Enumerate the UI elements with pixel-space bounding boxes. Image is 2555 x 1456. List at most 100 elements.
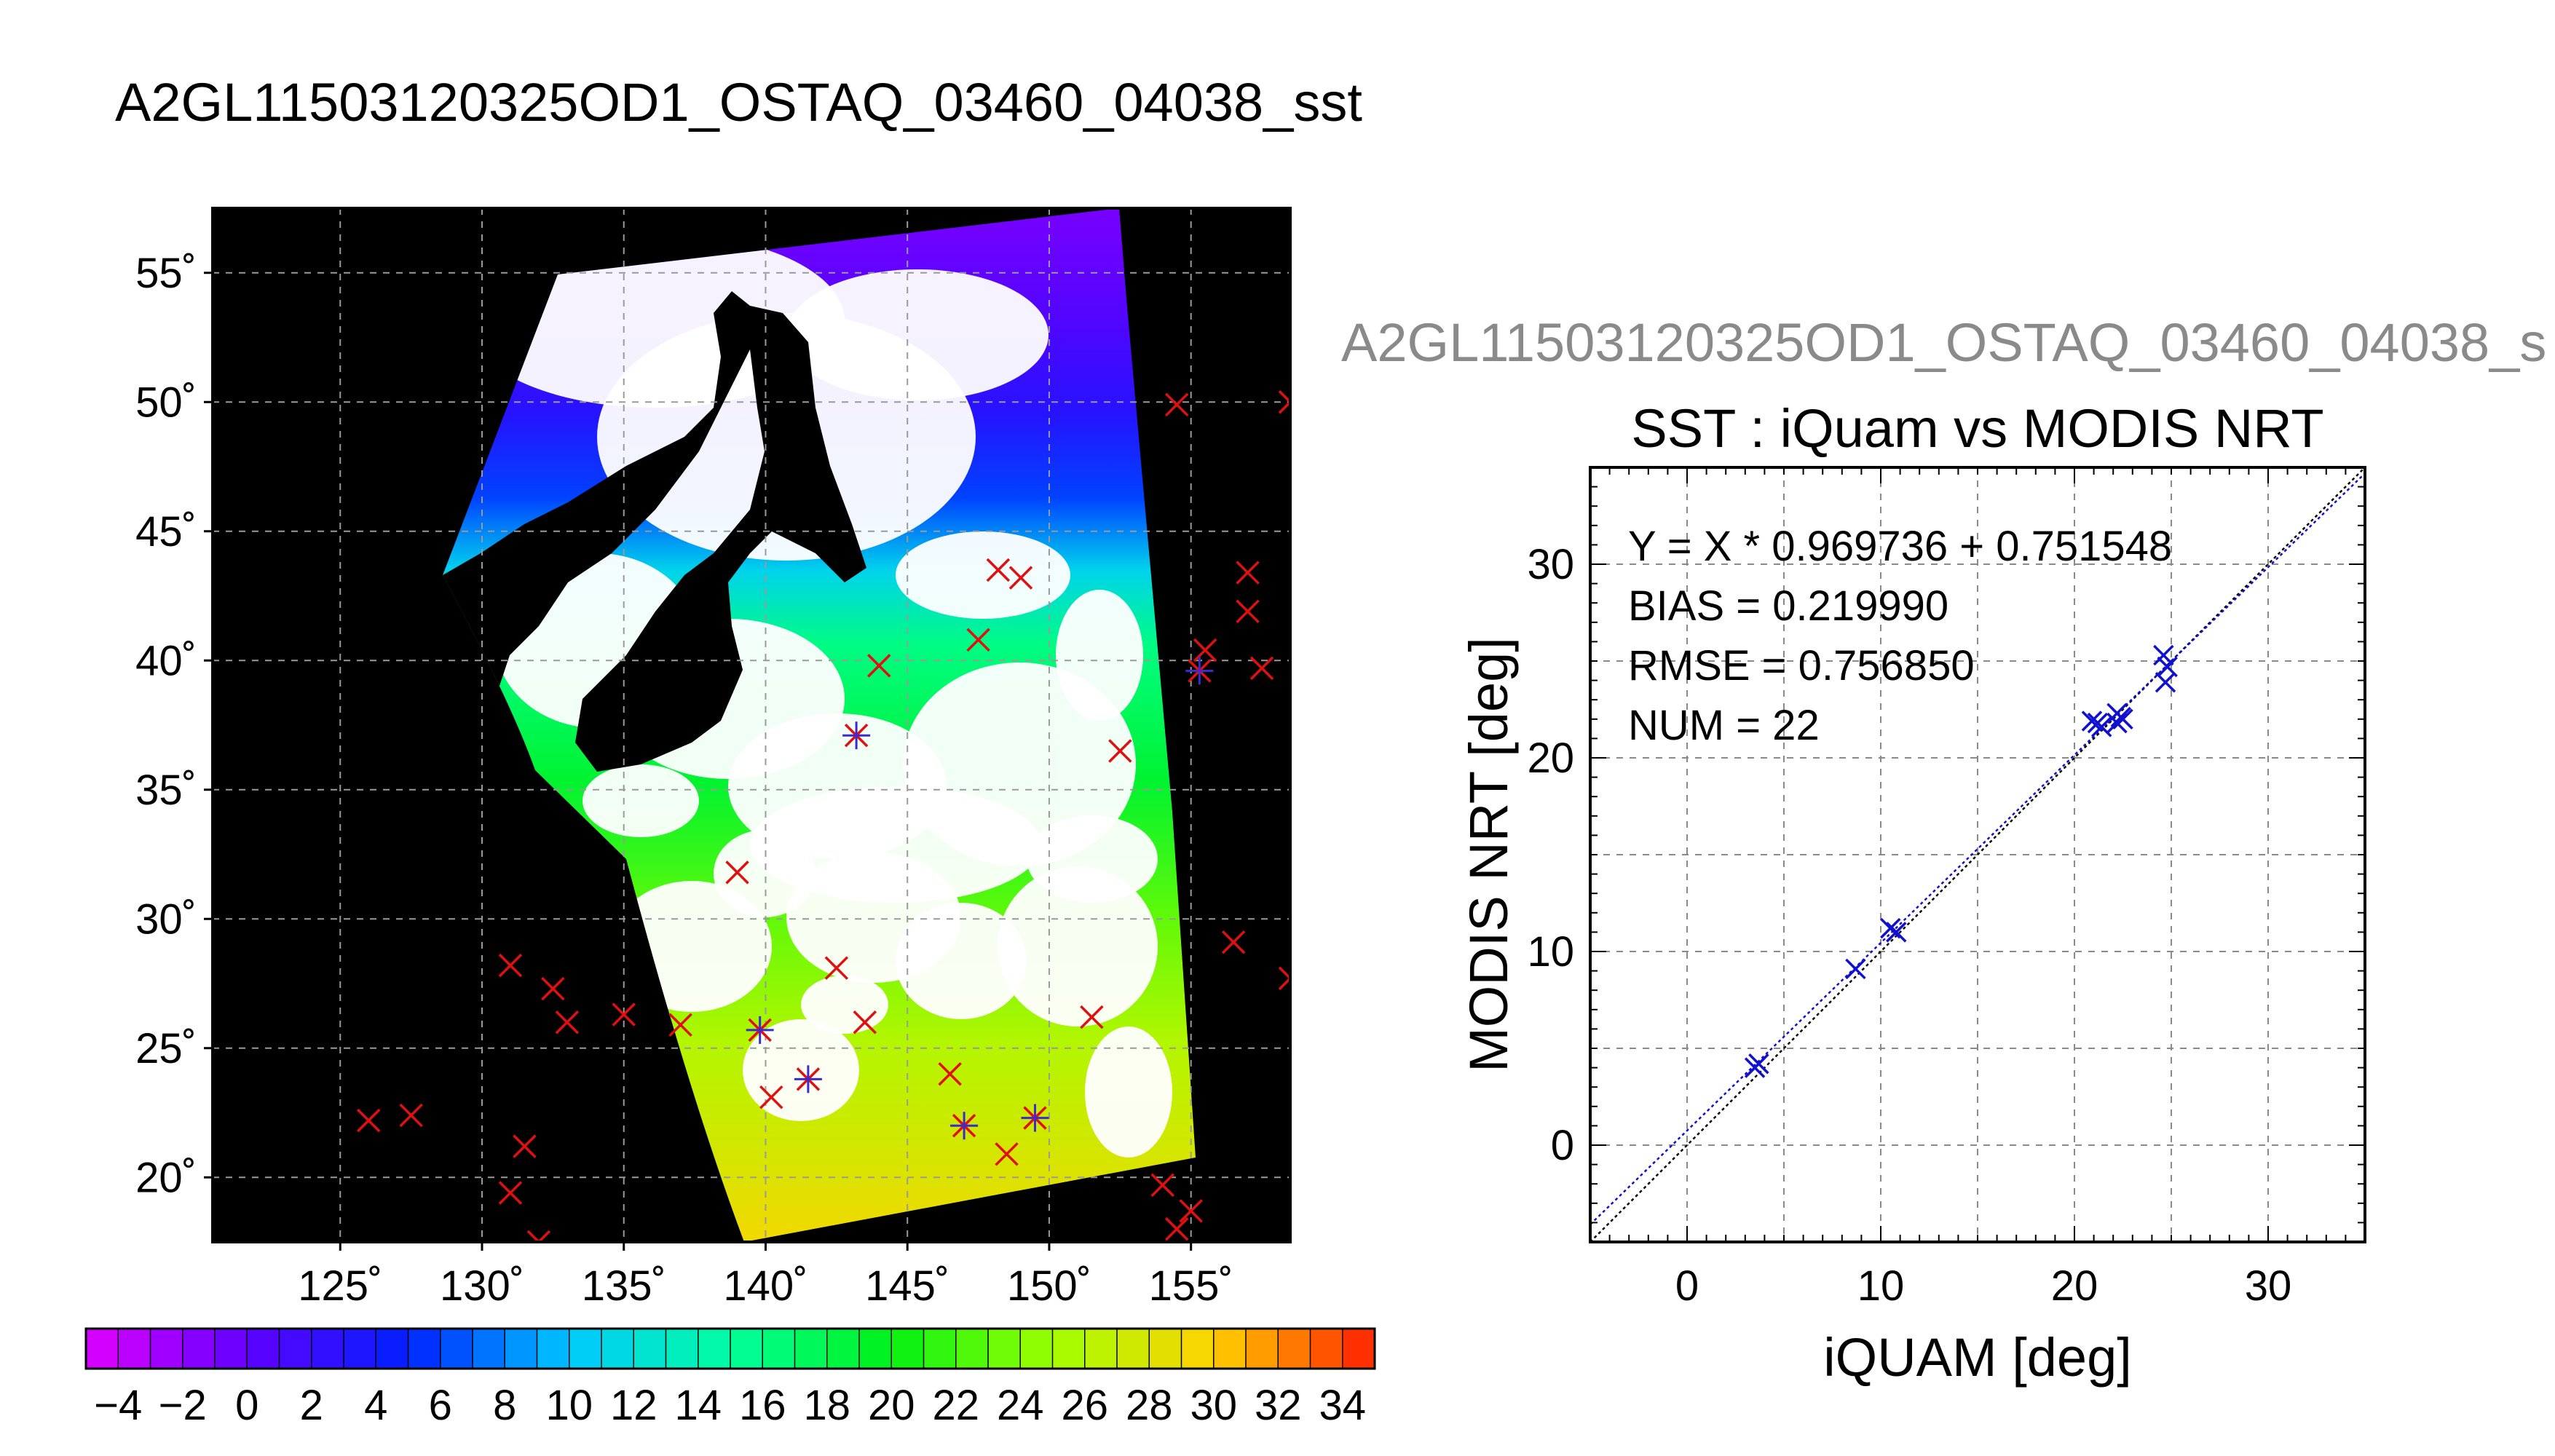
land-japan [575, 306, 866, 772]
colorbar-segment [569, 1329, 602, 1369]
valid-marker [746, 1016, 774, 1044]
colorbar-segment [826, 1329, 860, 1369]
colorbar-label: 2 [300, 1382, 323, 1429]
match-marker [612, 1002, 636, 1026]
cloud-patch [1027, 815, 1158, 903]
scatter-y-tick-label: 30 [1527, 541, 1574, 588]
colorbar-label: 12 [610, 1382, 657, 1429]
cloud-patch [714, 830, 816, 917]
data-point [2112, 708, 2133, 730]
stat-num: NUM = 22 [1628, 702, 1820, 749]
match-marker [1164, 392, 1189, 417]
match-marker [1278, 390, 1290, 414]
cross-stroke-b [612, 1002, 636, 1026]
colorbar-label: 18 [803, 1382, 850, 1429]
scatter-y-tick-label: 0 [1551, 1122, 1574, 1169]
colorbar-label: 14 [674, 1382, 722, 1429]
map-lon-label: 135˚ [582, 1262, 666, 1310]
scatter-plot-area [1590, 467, 2365, 1242]
match-marker [356, 1108, 381, 1133]
colorbar-segment [1020, 1329, 1054, 1369]
colorbar-segment [730, 1329, 763, 1369]
colorbar-frame [84, 1327, 1376, 1370]
data-point [1886, 922, 1907, 943]
colorbar-segment [537, 1329, 570, 1369]
match-marker [759, 1085, 783, 1109]
scatter-title: SST : iQuam vs MODIS NRT [1631, 398, 2323, 459]
map-lat-label: 55˚ [135, 250, 197, 297]
match-marker [1150, 1173, 1174, 1198]
match-marker [853, 1010, 877, 1034]
cross-stroke-b [2081, 711, 2103, 732]
match-marker [995, 1142, 1019, 1166]
valid-marker [842, 721, 871, 750]
valid-marker [950, 1112, 979, 1140]
map-lat-label: 25˚ [135, 1025, 197, 1072]
match-marker [513, 1134, 537, 1158]
colorbar-segment [891, 1329, 925, 1369]
cross-stroke-b [1748, 1053, 1769, 1075]
cross-stroke-b [1236, 599, 1260, 624]
cross-stroke-b [853, 1010, 877, 1034]
match-marker [1008, 566, 1033, 590]
cross-stroke-b [1164, 1217, 1189, 1241]
cross-stroke-b [399, 1103, 423, 1128]
map-lon-label: 140˚ [723, 1262, 807, 1310]
colorbar-segment [859, 1329, 892, 1369]
valid-marker [1185, 657, 1214, 685]
cross-stroke-b [2112, 708, 2133, 730]
match-marker [541, 976, 565, 1001]
colorbar-label: 16 [739, 1382, 786, 1429]
scatter-x-tick-label: 0 [1675, 1262, 1699, 1310]
cross-stroke-b [824, 956, 849, 980]
map-lat-label: 35˚ [135, 767, 197, 814]
x-axis-label: iQUAM [deg] [1823, 1327, 2132, 1388]
colorbar-segment [1278, 1329, 1311, 1369]
colorbar-label: 4 [364, 1382, 387, 1429]
cross-stroke-b [938, 1062, 962, 1086]
colorbar-segment [473, 1329, 505, 1369]
colorbar-label: 0 [235, 1382, 258, 1429]
colorbar-segment [440, 1329, 473, 1369]
colorbar-segment [1084, 1329, 1118, 1369]
match-marker [668, 1013, 692, 1037]
match-marker [824, 956, 849, 980]
colorbar-segment [344, 1329, 376, 1369]
cross-stroke-b [1150, 1173, 1174, 1198]
map-lon-label: 145˚ [865, 1262, 949, 1310]
match-marker [1080, 1005, 1104, 1029]
colorbar-label: 20 [868, 1382, 915, 1429]
map-frame [211, 207, 1292, 1243]
cross-stroke-a [1278, 390, 1290, 404]
cross-stroke-b [1108, 739, 1132, 763]
sst-swath [443, 208, 1196, 1242]
match-marker [498, 953, 523, 978]
map-plot-area [213, 208, 1315, 1242]
colorbar-segment [794, 1329, 828, 1369]
valid-marker [1021, 1104, 1049, 1132]
scatter-y-tick-label: 10 [1527, 928, 1574, 976]
cross-stroke-b [668, 1013, 692, 1037]
match-marker [938, 1062, 962, 1086]
map-lon-label: 150˚ [1007, 1262, 1091, 1310]
colorbar-segment [118, 1329, 151, 1369]
data-point [2091, 716, 2112, 737]
stat-bias: BIAS = 0.219990 [1628, 582, 1948, 630]
cloud-patch [896, 531, 1070, 619]
cross-stroke-b [2091, 716, 2112, 737]
cross-stroke-b [2106, 712, 2128, 734]
cross-stroke-b [1880, 917, 1901, 939]
cross-stroke-b [1179, 1199, 1203, 1223]
sst-map: 125˚ 130˚ 135˚ 140˚ 145˚ 150˚ 155˚ 55˚ 50˚ 45˚ 40˚… [84, 207, 1376, 1429]
data-point [2155, 672, 2176, 693]
match-marker [1293, 999, 1315, 1021]
cross-stroke-b [1293, 999, 1315, 1021]
colorbar-segment [666, 1329, 699, 1369]
colorbar-label: 8 [493, 1382, 516, 1429]
match-marker [1236, 599, 1260, 624]
match-marker [1278, 966, 1290, 991]
colorbar-segment [1117, 1329, 1150, 1369]
colorbar-segment [1181, 1329, 1215, 1369]
match-marker [1179, 1199, 1203, 1223]
colorbar-label: 34 [1319, 1382, 1366, 1429]
